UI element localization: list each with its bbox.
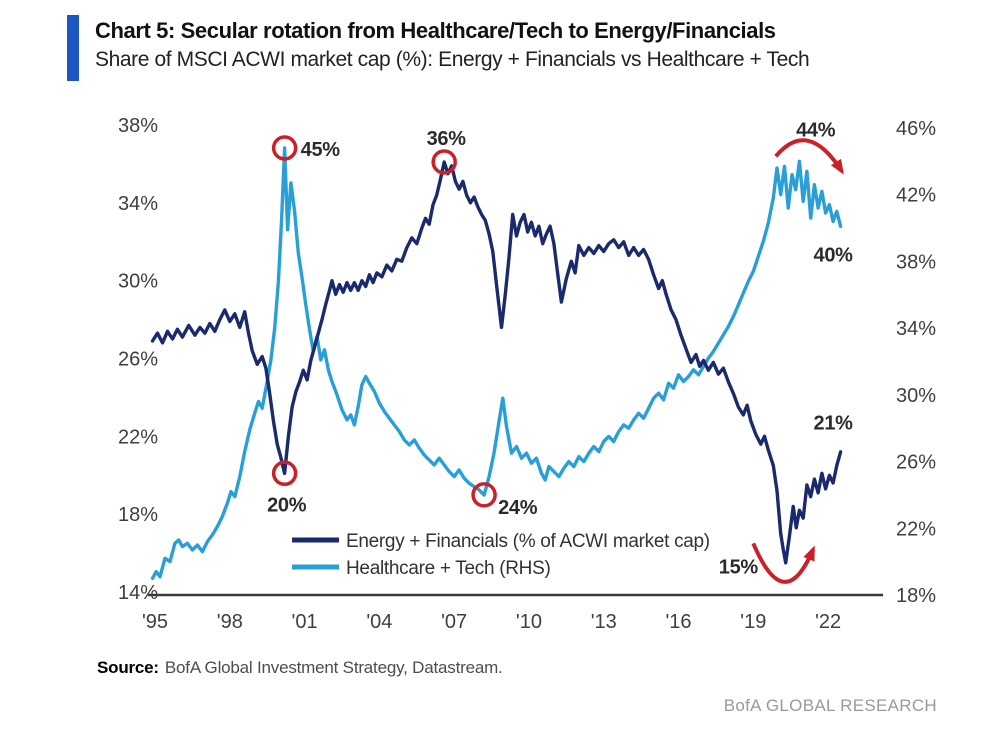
right-axis-tick-42: 42% (896, 185, 936, 207)
x-axis-tick-2016: '16 (665, 611, 691, 633)
annotation-circle-20 (271, 460, 298, 487)
annotation-label-24: 24% (498, 497, 538, 519)
x-axis-tick-2013: '13 (591, 611, 617, 633)
annotation-label-45: 45% (301, 139, 341, 161)
annotation-label-21: 21% (814, 413, 854, 435)
source-label: Source: (97, 658, 159, 677)
x-axis-tick-2019: '19 (740, 611, 766, 633)
source-text: BofA Global Investment Strategy, Datastr… (164, 658, 503, 677)
x-axis-tick-2022: '22 (815, 611, 841, 633)
energy-financials-line (150, 160, 843, 565)
annotation-arrow-rotation-top-down (774, 138, 844, 175)
right-axis-tick-34: 34% (896, 318, 936, 340)
legend-label-energy-financials: Energy + Financials (% of ACWI market ca… (346, 531, 710, 552)
x-axis-tick-1998: '98 (217, 611, 243, 633)
annotation-label-44: 44% (796, 120, 836, 142)
left-axis-tick-38: 38% (118, 115, 158, 137)
annotation-label-40: 40% (814, 245, 854, 267)
left-axis-tick-18: 18% (118, 504, 158, 526)
right-axis-tick-18: 18% (896, 585, 936, 607)
legend-label-healthcare-tech: Healthcare + Tech (RHS) (346, 558, 550, 579)
title-accent-bar (67, 15, 79, 81)
x-axis-tick-2007: '07 (441, 611, 467, 633)
right-axis-tick-38: 38% (896, 251, 936, 273)
annotation-arrow-rotation-bottom-up (751, 542, 816, 584)
left-axis-tick-26: 26% (118, 349, 158, 371)
chart-subtitle: Share of MSCI ACWI market cap (%): Energ… (95, 48, 810, 71)
left-axis-tick-34: 34% (118, 193, 158, 215)
x-axis-tick-2010: '10 (516, 611, 542, 633)
right-axis-tick-22: 22% (896, 518, 936, 540)
source-line: Source: BofA Global Investment Strategy, … (97, 658, 503, 678)
right-axis-tick-26: 26% (896, 452, 936, 474)
annotation-circle-45 (271, 135, 298, 161)
brand-mark: BofA GLOBAL RESEARCH (723, 696, 937, 715)
x-axis-tick-2001: '01 (292, 611, 318, 633)
annotation-circle-24 (471, 482, 497, 508)
left-axis-tick-14: 14% (118, 582, 158, 604)
right-axis-tick-30: 30% (896, 385, 936, 407)
x-axis-tick-1995: '95 (142, 611, 168, 633)
right-axis-tick-46: 46% (896, 118, 936, 140)
annotation-label-36: 36% (427, 128, 467, 150)
annotation-label-15: 15% (719, 557, 759, 579)
chart-title: Chart 5: Secular rotation from Healthcar… (95, 18, 776, 43)
annotation-label-20: 20% (267, 494, 307, 516)
x-axis-tick-2004: '04 (366, 611, 392, 633)
left-axis-tick-22: 22% (118, 426, 158, 448)
left-axis-tick-30: 30% (118, 271, 158, 293)
annotation-circle-36 (431, 149, 457, 175)
